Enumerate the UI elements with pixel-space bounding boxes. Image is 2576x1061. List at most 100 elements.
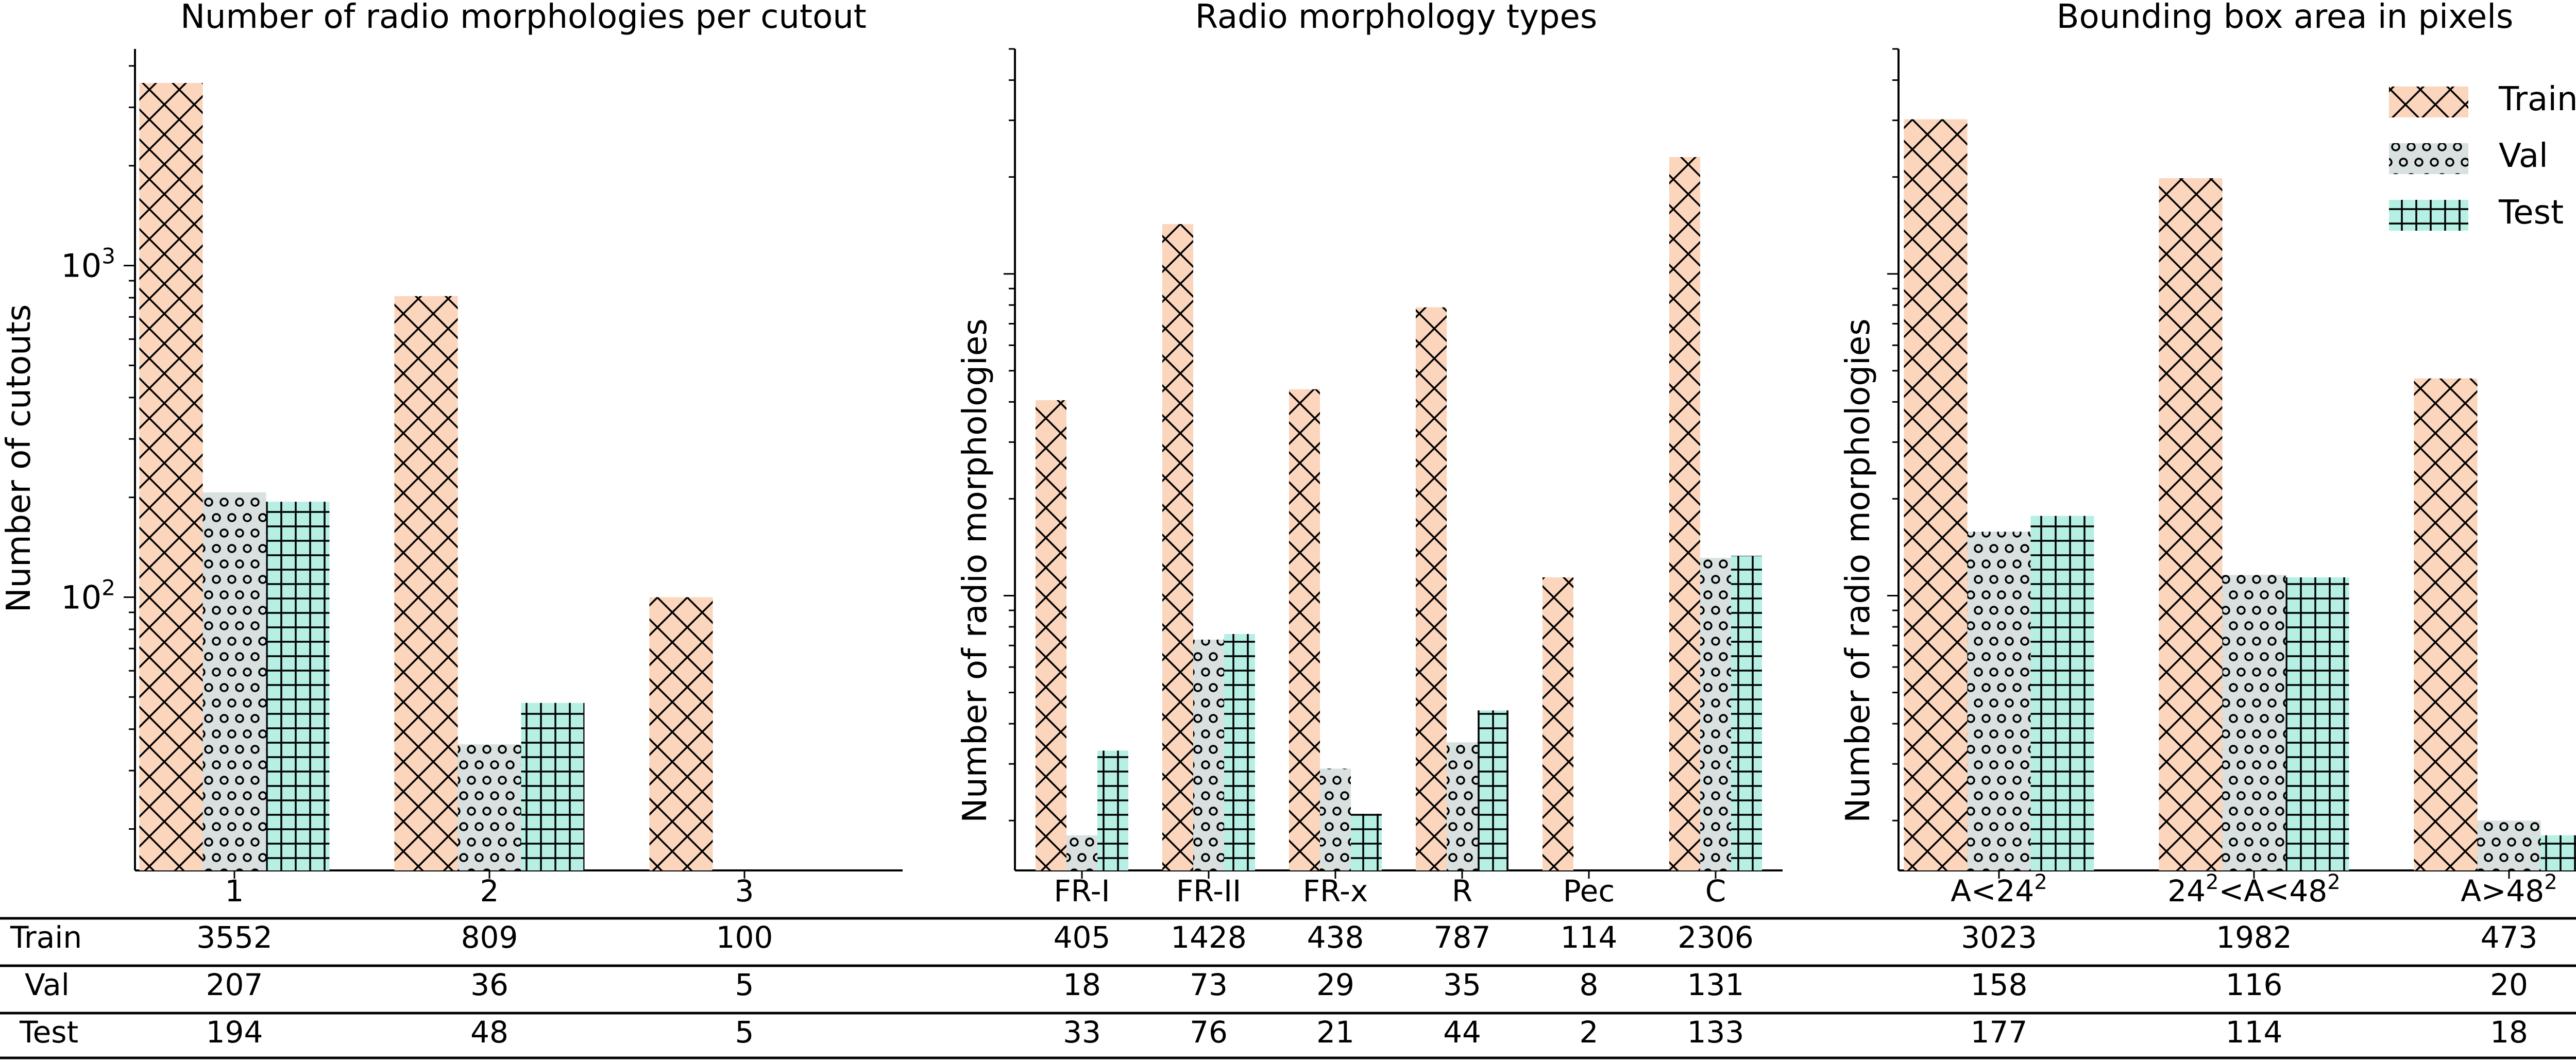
chart-1-ylabel: Number of cutouts	[0, 304, 38, 612]
chart-1-ytick-label: 102	[61, 575, 115, 616]
bar-val-hatch	[1066, 835, 1097, 870]
table-cell-test: 48	[470, 1015, 509, 1050]
table-cell-test: 177	[1971, 1015, 2028, 1050]
table-cell-val: 35	[1443, 967, 1481, 1002]
bar-train-hatch	[1669, 157, 1700, 871]
bar-train-hatch	[1036, 400, 1066, 870]
bar-val-hatch	[202, 492, 266, 870]
bar-val-hatch	[1967, 532, 2031, 870]
bar-val-hatch	[457, 744, 521, 870]
chart-1-category-label: 1	[225, 874, 244, 909]
table-cell-test: 114	[2226, 1015, 2283, 1050]
bar-train-hatch	[2414, 378, 2478, 870]
table-row-label-val: Val	[25, 967, 70, 1002]
bar-train-hatch	[1543, 577, 1573, 870]
legend-label-test: Test	[2498, 194, 2564, 232]
table-cell-train: 2306	[1677, 920, 1754, 955]
table-cell-val: 131	[1687, 967, 1744, 1002]
bar-test-hatch	[2285, 577, 2349, 870]
table-cell-train: 3552	[196, 920, 273, 955]
table-cell-train: 3023	[1961, 920, 2037, 955]
bar-train-hatch	[394, 296, 458, 871]
bar-test-hatch	[1097, 750, 1128, 870]
table-cell-val: 29	[1316, 967, 1354, 1002]
chart-3-title: Bounding box area in pixels	[2057, 0, 2514, 36]
bar-train-hatch	[1416, 307, 1447, 870]
chart-1-category-label: 3	[735, 874, 754, 909]
bar-test-hatch	[1224, 634, 1255, 870]
bar-train-hatch	[1904, 119, 1968, 871]
chart-1-ytick-label: 103	[61, 244, 115, 285]
table-row-label-test: Test	[19, 1015, 78, 1050]
legend: Train Val Test	[2389, 80, 2576, 232]
table-cell-train: 405	[1054, 920, 1111, 955]
table-cell-test: 21	[1316, 1015, 1354, 1050]
bar-train-hatch	[139, 83, 203, 871]
table-row-label-train: Train	[10, 920, 82, 955]
chart-1-title: Number of radio morphologies per cutout	[180, 0, 867, 36]
bar-test-hatch	[1731, 556, 1762, 870]
table-cell-test: 2	[1580, 1015, 1599, 1050]
table-cell-train: 473	[2481, 920, 2538, 955]
legend-swatch-train-hatch	[2389, 87, 2468, 117]
chart-1-category-label: 2	[480, 874, 499, 909]
table-cell-val: 8	[1580, 967, 1599, 1002]
table-cell-train: 1982	[2216, 920, 2292, 955]
legend-swatch-test-hatch	[2389, 200, 2468, 231]
bar-train-hatch	[2159, 178, 2223, 870]
bar-test-hatch	[2540, 835, 2576, 870]
chart-2-category-label: FR-I	[1054, 874, 1110, 909]
legend-label-train: Train	[2498, 80, 2576, 118]
table-cell-train: 809	[461, 920, 518, 955]
chart-3-category-label: A>482	[2461, 870, 2557, 909]
legend-label-val: Val	[2499, 137, 2548, 175]
legend-swatch-val-hatch	[2389, 143, 2468, 174]
chart-2-category-label: FR-x	[1303, 874, 1368, 909]
table-cell-test: 76	[1190, 1015, 1228, 1050]
table-cell-test: 18	[2490, 1015, 2528, 1050]
table-cell-test: 33	[1063, 1015, 1101, 1050]
table-cell-test: 5	[735, 1015, 754, 1050]
table-cell-val: 36	[470, 967, 509, 1002]
table-cell-train: 438	[1307, 920, 1364, 955]
table-cell-val: 18	[1063, 967, 1101, 1002]
bar-test-hatch	[266, 502, 330, 870]
chart-2-category-label: Pec	[1563, 874, 1615, 909]
chart-3-ylabel: Number of radio morphologies	[1839, 318, 1877, 823]
table-cell-train: 114	[1561, 920, 1618, 955]
bar-val-hatch	[1447, 742, 1478, 870]
table-cell-train: 787	[1434, 920, 1491, 955]
table-cell-train: 1428	[1171, 920, 1247, 955]
chart-2-category-label: C	[1705, 874, 1726, 909]
bar-train-hatch	[1162, 224, 1193, 870]
table-cell-val: 207	[206, 967, 263, 1002]
chart-2-category-label: FR-II	[1176, 874, 1241, 909]
bar-val-hatch	[1320, 768, 1351, 870]
bar-test-hatch	[1351, 813, 1382, 870]
bar-val-hatch	[2222, 575, 2286, 870]
bar-train-hatch	[649, 597, 713, 870]
chart-3-category-label: 242<A<482	[2167, 870, 2340, 909]
table-cell-test: 194	[206, 1015, 263, 1050]
data-table-lines	[0, 917, 2576, 1059]
bar-val-hatch	[1193, 639, 1224, 870]
chart-2-title: Radio morphology types	[1195, 0, 1597, 36]
table-cell-val: 158	[1971, 967, 2028, 1002]
bar-val-hatch	[1700, 558, 1731, 870]
chart-2-category-label: R	[1452, 874, 1472, 909]
table-cell-val: 73	[1190, 967, 1228, 1002]
bar-test-hatch	[1478, 710, 1509, 870]
table-cell-val: 20	[2490, 967, 2528, 1002]
bar-train-hatch	[1289, 389, 1320, 870]
table-cell-train: 100	[716, 920, 773, 955]
table-cell-test: 44	[1443, 1015, 1481, 1050]
chart-3-category-label: A<242	[1951, 870, 2047, 909]
table-cell-val: 116	[2226, 967, 2283, 1002]
table-cell-test: 133	[1687, 1015, 1744, 1050]
table-cell-val: 5	[735, 967, 754, 1002]
bar-val-hatch	[2477, 820, 2541, 870]
chart-2-ylabel: Number of radio morphologies	[956, 318, 994, 823]
bar-test-hatch	[521, 703, 585, 870]
bar-test-hatch	[2030, 516, 2094, 870]
